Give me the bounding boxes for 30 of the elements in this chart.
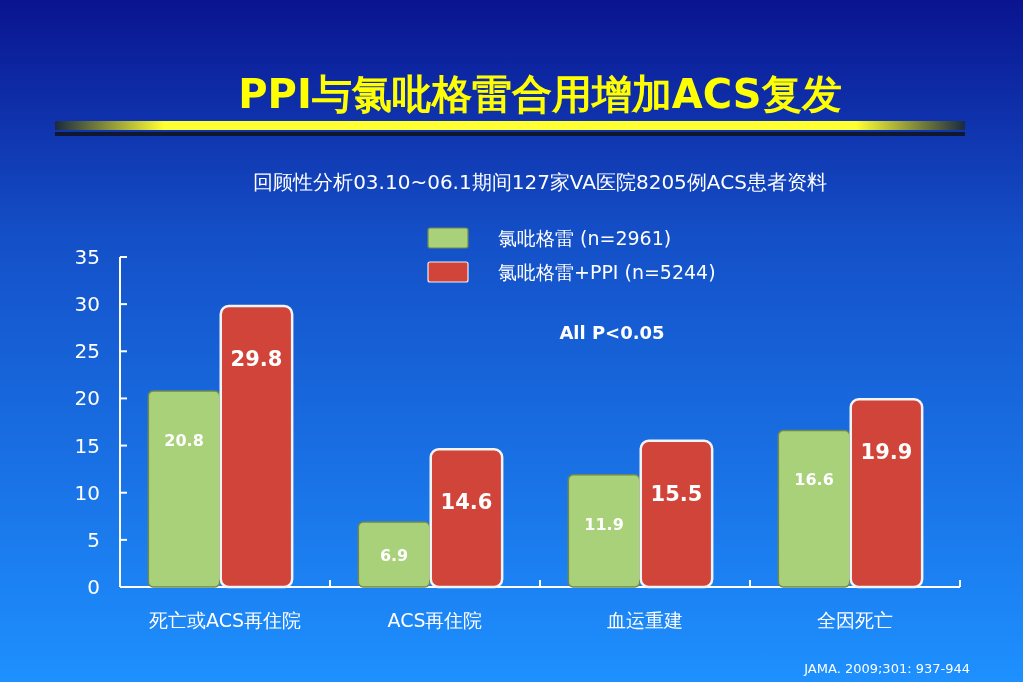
- bar: [567, 474, 641, 588]
- y-tick-label: 0: [87, 575, 100, 599]
- legend-label: 氯吡格雷 (n=2961): [498, 227, 672, 249]
- bar: [777, 429, 851, 588]
- bar: [357, 521, 431, 588]
- x-tick-label: ACS再住院: [387, 609, 483, 631]
- y-tick-label: 5: [87, 527, 100, 552]
- chart-subtitle: 回顾性分析03.10~06.1期间127家VA医院8205例ACS患者资料: [253, 170, 827, 194]
- bar: [147, 390, 221, 588]
- y-tick-label: 20: [74, 386, 100, 411]
- chart-title: PPI与氯吡格雷合用增加ACS复发: [238, 71, 842, 117]
- data-label: 11.9: [584, 514, 624, 534]
- data-label: 16.6: [794, 470, 834, 490]
- data-label: 29.8: [230, 347, 283, 372]
- y-tick-label: 30: [74, 292, 100, 317]
- data-label: 6.9: [379, 546, 409, 566]
- x-tick-label: 死亡或ACS再住院: [149, 609, 301, 631]
- x-tick-label: 血运重建: [607, 609, 683, 631]
- data-label: 20.8: [164, 430, 204, 450]
- y-tick-label: 35: [74, 245, 100, 269]
- annotation: All P<0.05: [559, 322, 665, 343]
- y-tick-label: 10: [74, 480, 100, 505]
- data-label: 14.6: [440, 490, 493, 515]
- data-label: 15.5: [650, 481, 703, 506]
- data-label: 19.9: [860, 440, 913, 465]
- text: JAMA. 2009;301: 937-944: [803, 661, 970, 676]
- y-tick-label: 25: [74, 339, 100, 364]
- legend-label: 氯吡格雷+PPI (n=5244): [498, 261, 716, 283]
- y-tick-label: 15: [74, 433, 100, 458]
- x-tick-label: 全因死亡: [817, 609, 893, 631]
